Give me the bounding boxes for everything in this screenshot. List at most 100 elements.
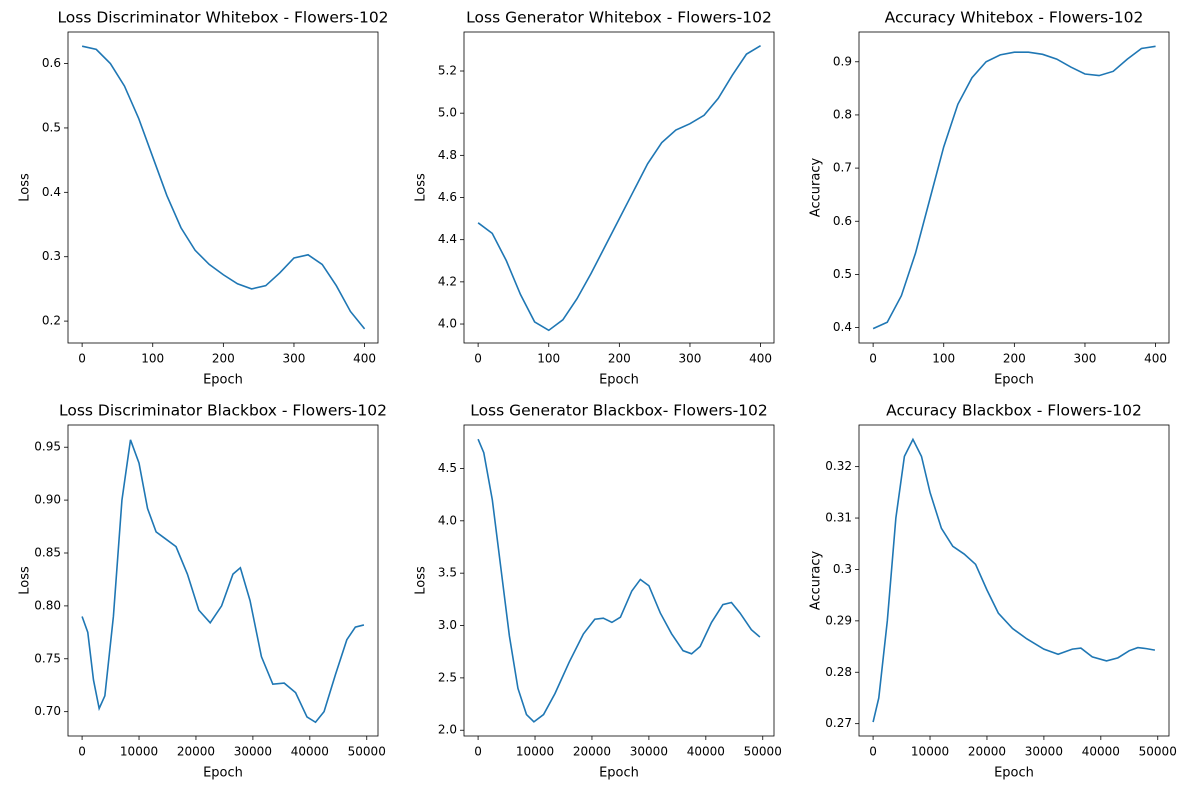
x-tick-label: 0	[869, 352, 877, 366]
x-tick-label: 400	[353, 352, 376, 366]
y-tick-label: 0.95	[34, 440, 61, 454]
chart-title: Loss Discriminator Whitebox - Flowers-10…	[57, 9, 388, 27]
y-axis-label: Accuracy	[809, 158, 824, 218]
y-axis-label: Accuracy	[809, 551, 824, 611]
x-tick-label: 20000	[968, 745, 1006, 759]
x-tick-label: 0	[78, 352, 86, 366]
axes-frame	[67, 31, 379, 344]
y-tick-label: 0.7	[833, 161, 852, 175]
chart-title: Loss Generator Blackbox- Flowers-102	[470, 402, 768, 420]
data-line	[872, 45, 1156, 330]
y-tick-label: 4.5	[438, 461, 457, 475]
y-tick-label: 0.4	[833, 320, 852, 334]
x-tick-label: 40000	[687, 745, 725, 759]
y-tick-label: 0.6	[42, 56, 61, 70]
y-tick-label: 0.29	[825, 613, 852, 627]
x-tick-label: 300	[1074, 352, 1097, 366]
x-tick-label: 100	[141, 352, 164, 366]
y-tick-label: 4.8	[438, 148, 457, 162]
x-axis-label: Epoch	[599, 766, 639, 781]
x-tick-label: 400	[1144, 352, 1167, 366]
y-tick-label: 4.2	[438, 274, 457, 288]
x-tick-label: 100	[537, 352, 560, 366]
x-tick-label: 20000	[177, 745, 215, 759]
x-tick-label: 0	[474, 352, 482, 366]
x-tick-label: 10000	[120, 745, 158, 759]
data-line	[81, 439, 365, 724]
y-tick-label: 0.27	[825, 716, 852, 730]
chart-title: Accuracy Blackbox - Flowers-102	[886, 402, 1142, 420]
x-tick-label: 0	[474, 745, 482, 759]
y-tick-label: 0.75	[34, 651, 61, 665]
x-tick-label: 30000	[234, 745, 272, 759]
y-tick-label: 0.6	[833, 214, 852, 228]
x-axis-label: Epoch	[203, 766, 243, 781]
data-line	[81, 45, 366, 330]
y-tick-label: 0.3	[42, 249, 61, 263]
axes-frame	[858, 31, 1170, 344]
y-tick-label: 0.32	[825, 459, 852, 473]
y-tick-label: 0.3	[833, 562, 852, 576]
y-axis-label: Loss	[414, 173, 429, 202]
x-tick-label: 10000	[911, 745, 949, 759]
y-tick-label: 5.2	[438, 64, 457, 78]
x-axis-label: Epoch	[994, 766, 1034, 781]
y-tick-label: 0.31	[825, 511, 852, 525]
y-tick-label: 4.0	[438, 513, 457, 527]
x-tick-label: 50000	[744, 745, 782, 759]
y-tick-label: 2.5	[438, 670, 457, 684]
y-tick-label: 5.0	[438, 106, 457, 120]
data-line	[872, 437, 1156, 723]
x-axis-label: Epoch	[994, 373, 1034, 388]
chart-title: Accuracy Whitebox - Flowers-102	[885, 9, 1144, 27]
x-tick-label: 300	[283, 352, 306, 366]
y-tick-label: 0.85	[34, 545, 61, 559]
y-tick-label: 2.0	[438, 723, 457, 737]
y-tick-label: 0.4	[42, 185, 61, 199]
y-tick-label: 0.5	[833, 267, 852, 281]
y-axis-label: Loss	[18, 566, 33, 595]
y-tick-label: 3.0	[438, 618, 457, 632]
y-tick-label: 4.6	[438, 190, 457, 204]
x-tick-label: 50000	[348, 745, 386, 759]
y-tick-label: 0.2	[42, 314, 61, 328]
y-tick-label: 0.70	[34, 704, 61, 718]
x-tick-label: 400	[749, 352, 772, 366]
x-tick-label: 50000	[1139, 745, 1177, 759]
data-line	[477, 438, 761, 723]
y-tick-label: 3.5	[438, 566, 457, 580]
y-axis-label: Loss	[414, 566, 429, 595]
x-tick-label: 200	[212, 352, 235, 366]
axes-frame	[67, 424, 379, 737]
y-tick-label: 4.4	[438, 232, 457, 246]
x-tick-label: 10000	[516, 745, 554, 759]
y-tick-label: 0.80	[34, 598, 61, 612]
x-tick-label: 200	[1003, 352, 1026, 366]
x-tick-label: 20000	[573, 745, 611, 759]
x-tick-label: 200	[608, 352, 631, 366]
x-tick-label: 300	[679, 352, 702, 366]
x-tick-label: 0	[78, 745, 86, 759]
x-axis-label: Epoch	[203, 373, 243, 388]
x-axis-label: Epoch	[599, 373, 639, 388]
chart-title: Loss Discriminator Blackbox - Flowers-10…	[59, 402, 387, 420]
axes-frame	[463, 31, 775, 344]
y-tick-label: 0.5	[42, 120, 61, 134]
chart-title: Loss Generator Whitebox - Flowers-102	[466, 9, 772, 27]
axes-frame	[858, 424, 1170, 737]
x-tick-label: 100	[932, 352, 955, 366]
y-axis-label: Loss	[18, 173, 33, 202]
y-tick-label: 0.8	[833, 107, 852, 121]
x-tick-label: 40000	[1082, 745, 1120, 759]
axes-frame	[463, 424, 775, 737]
data-line	[477, 45, 761, 332]
y-tick-label: 0.9	[833, 54, 852, 68]
x-tick-label: 0	[869, 745, 877, 759]
y-tick-label: 0.90	[34, 493, 61, 507]
y-tick-label: 0.28	[825, 665, 852, 679]
x-tick-label: 30000	[1025, 745, 1063, 759]
x-tick-label: 30000	[630, 745, 668, 759]
y-tick-label: 4.0	[438, 317, 457, 331]
x-tick-label: 40000	[291, 745, 329, 759]
